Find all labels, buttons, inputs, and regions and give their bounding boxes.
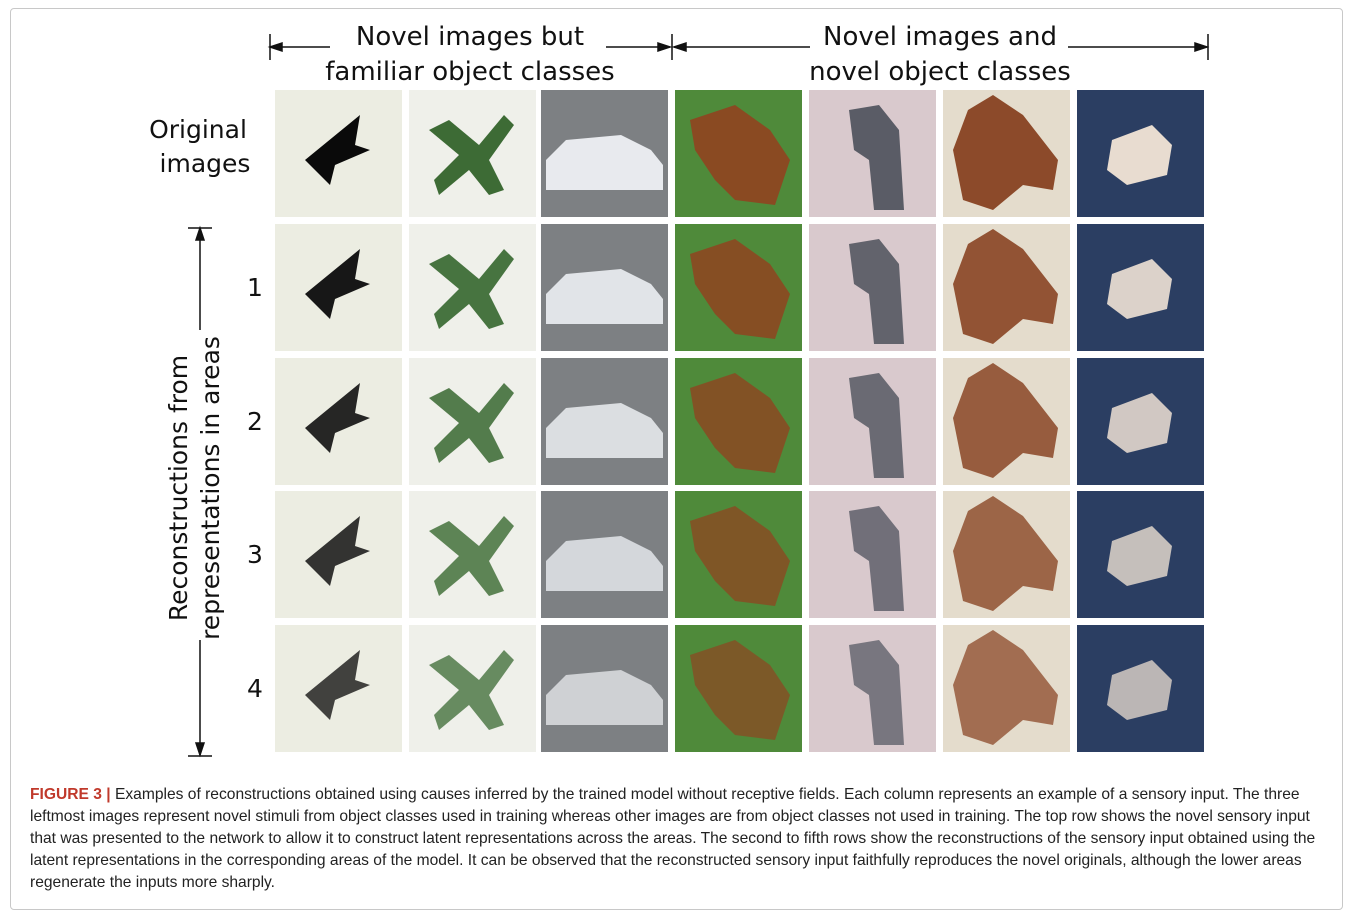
- image-object: [690, 239, 790, 339]
- image-object: [1107, 393, 1172, 453]
- image-cell: [275, 224, 402, 351]
- image-cell: [275, 90, 402, 217]
- image-cell: [409, 491, 536, 618]
- figure-frame: [10, 8, 1343, 910]
- image-cell: [943, 625, 1070, 752]
- axis-label: Reconstructions from representations in …: [164, 336, 225, 640]
- image-cell: [1077, 224, 1204, 351]
- image-object: [849, 506, 904, 611]
- axis-label-line: representations in areas: [196, 336, 225, 640]
- row-label: images: [160, 149, 251, 178]
- arrow-head: [671, 41, 687, 53]
- image-object: [1107, 660, 1172, 720]
- image-object: [546, 403, 663, 458]
- image-cell: [943, 491, 1070, 618]
- image-cell: [943, 90, 1070, 217]
- image-object: [429, 249, 514, 329]
- image-object: [849, 105, 904, 210]
- row-label: 4: [247, 674, 263, 703]
- arrows: [188, 34, 1210, 758]
- image-cell: [1077, 625, 1204, 752]
- image-cell: [809, 491, 936, 618]
- image-cell: [675, 625, 802, 752]
- image-cell: [809, 625, 936, 752]
- image-cell: [809, 358, 936, 485]
- image-cell: [943, 224, 1070, 351]
- row-label: 3: [247, 540, 263, 569]
- image-cell: [409, 358, 536, 485]
- image-cell: [675, 90, 802, 217]
- image-object: [953, 229, 1058, 344]
- image-object: [849, 239, 904, 344]
- image-cell: [809, 224, 936, 351]
- image-cell: [275, 625, 402, 752]
- image-object: [1107, 526, 1172, 586]
- image-object: [305, 249, 370, 319]
- image-object: [953, 496, 1058, 611]
- image-object: [1107, 259, 1172, 319]
- image-cell: [409, 224, 536, 351]
- image-object: [546, 536, 663, 591]
- image-object: [305, 383, 370, 453]
- image-object: [690, 105, 790, 205]
- arrow-head: [1194, 41, 1210, 53]
- arrow-head: [267, 41, 283, 53]
- image-object: [546, 135, 663, 190]
- image-object: [429, 383, 514, 463]
- image-object: [953, 95, 1058, 210]
- image-cell: [1077, 90, 1204, 217]
- image-object: [1107, 125, 1172, 185]
- arrow-head: [194, 225, 206, 241]
- image-object: [546, 269, 663, 324]
- image-cell: [541, 224, 668, 351]
- caption: FIGURE 3 | Examples of reconstructions o…: [30, 784, 1330, 894]
- row-label: 2: [247, 407, 263, 436]
- header: novel object classes: [809, 57, 1071, 87]
- row-label: Original: [149, 115, 247, 144]
- image-object: [546, 670, 663, 725]
- image-cell: [541, 90, 668, 217]
- header: familiar object classes: [325, 57, 614, 87]
- image-object: [305, 650, 370, 720]
- header: Novel images and: [823, 22, 1057, 52]
- image-cell: [1077, 491, 1204, 618]
- image-object: [953, 630, 1058, 745]
- image-cell: [809, 90, 936, 217]
- image-cell: [275, 358, 402, 485]
- image-cell: [541, 491, 668, 618]
- image-object: [849, 640, 904, 745]
- image-cell: [541, 358, 668, 485]
- image-object: [690, 373, 790, 473]
- image-cell: [675, 358, 802, 485]
- image-cell: [675, 224, 802, 351]
- caption-label: FIGURE 3 |: [30, 786, 111, 803]
- image-object: [305, 516, 370, 586]
- image-cell: [541, 625, 668, 752]
- arrow-head: [194, 742, 206, 758]
- arrow-head: [657, 41, 673, 53]
- caption-text: Examples of reconstructions obtained usi…: [30, 786, 1316, 891]
- row-label: 1: [247, 273, 263, 302]
- image-cell: [409, 90, 536, 217]
- image-cell: [409, 625, 536, 752]
- image-object: [690, 506, 790, 606]
- image-object: [849, 373, 904, 478]
- image-cell: [275, 491, 402, 618]
- image-cell: [1077, 358, 1204, 485]
- image-object: [690, 640, 790, 740]
- image-object: [429, 516, 514, 596]
- image-cell: [943, 358, 1070, 485]
- image-object: [953, 363, 1058, 478]
- image-object: [305, 115, 370, 185]
- figure: Novel images but familiar object classes…: [149, 22, 1210, 758]
- axis-label-line: Reconstructions from: [164, 355, 193, 621]
- header: Novel images but: [356, 22, 584, 52]
- image-object: [429, 650, 514, 730]
- image-cell: [675, 491, 802, 618]
- image-object: [429, 115, 514, 195]
